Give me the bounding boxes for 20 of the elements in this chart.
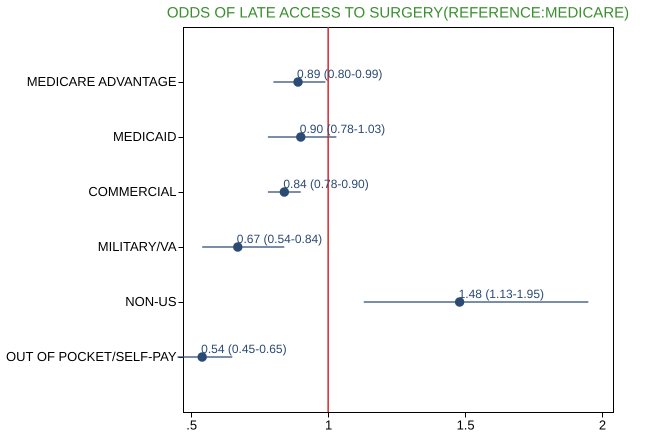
x-tick-label: 1.5: [456, 418, 475, 432]
point: [233, 242, 243, 252]
x-tick-label: 2: [598, 418, 606, 432]
y-tick-label: NON-US: [125, 294, 177, 309]
chart-title: ODDS OF LATE ACCESS TO SURGERY(REFERENCE:MEDICARE): [166, 4, 630, 22]
data-label: 0.54 (0.45-0.65): [201, 342, 287, 356]
point: [280, 187, 290, 197]
point: [293, 77, 303, 87]
y-tick-label: COMMERCIAL: [88, 184, 176, 199]
x-tick-label: .5: [186, 418, 198, 432]
x-tick-label: 1: [325, 418, 332, 432]
point: [197, 352, 207, 362]
data-label: 1.48 (1.13-1.95): [458, 287, 544, 301]
data-label: 0.67 (0.54-0.84): [236, 232, 322, 246]
y-tick-label: MEDICAID: [112, 129, 176, 144]
point: [454, 297, 464, 307]
y-tick-label: MILITARY/VA: [98, 239, 177, 254]
y-tick-label: OUT OF POCKET/SELF-PAY: [6, 349, 177, 364]
point: [296, 132, 306, 142]
y-tick-label: MEDICARE ADVANTAGE: [26, 74, 177, 89]
